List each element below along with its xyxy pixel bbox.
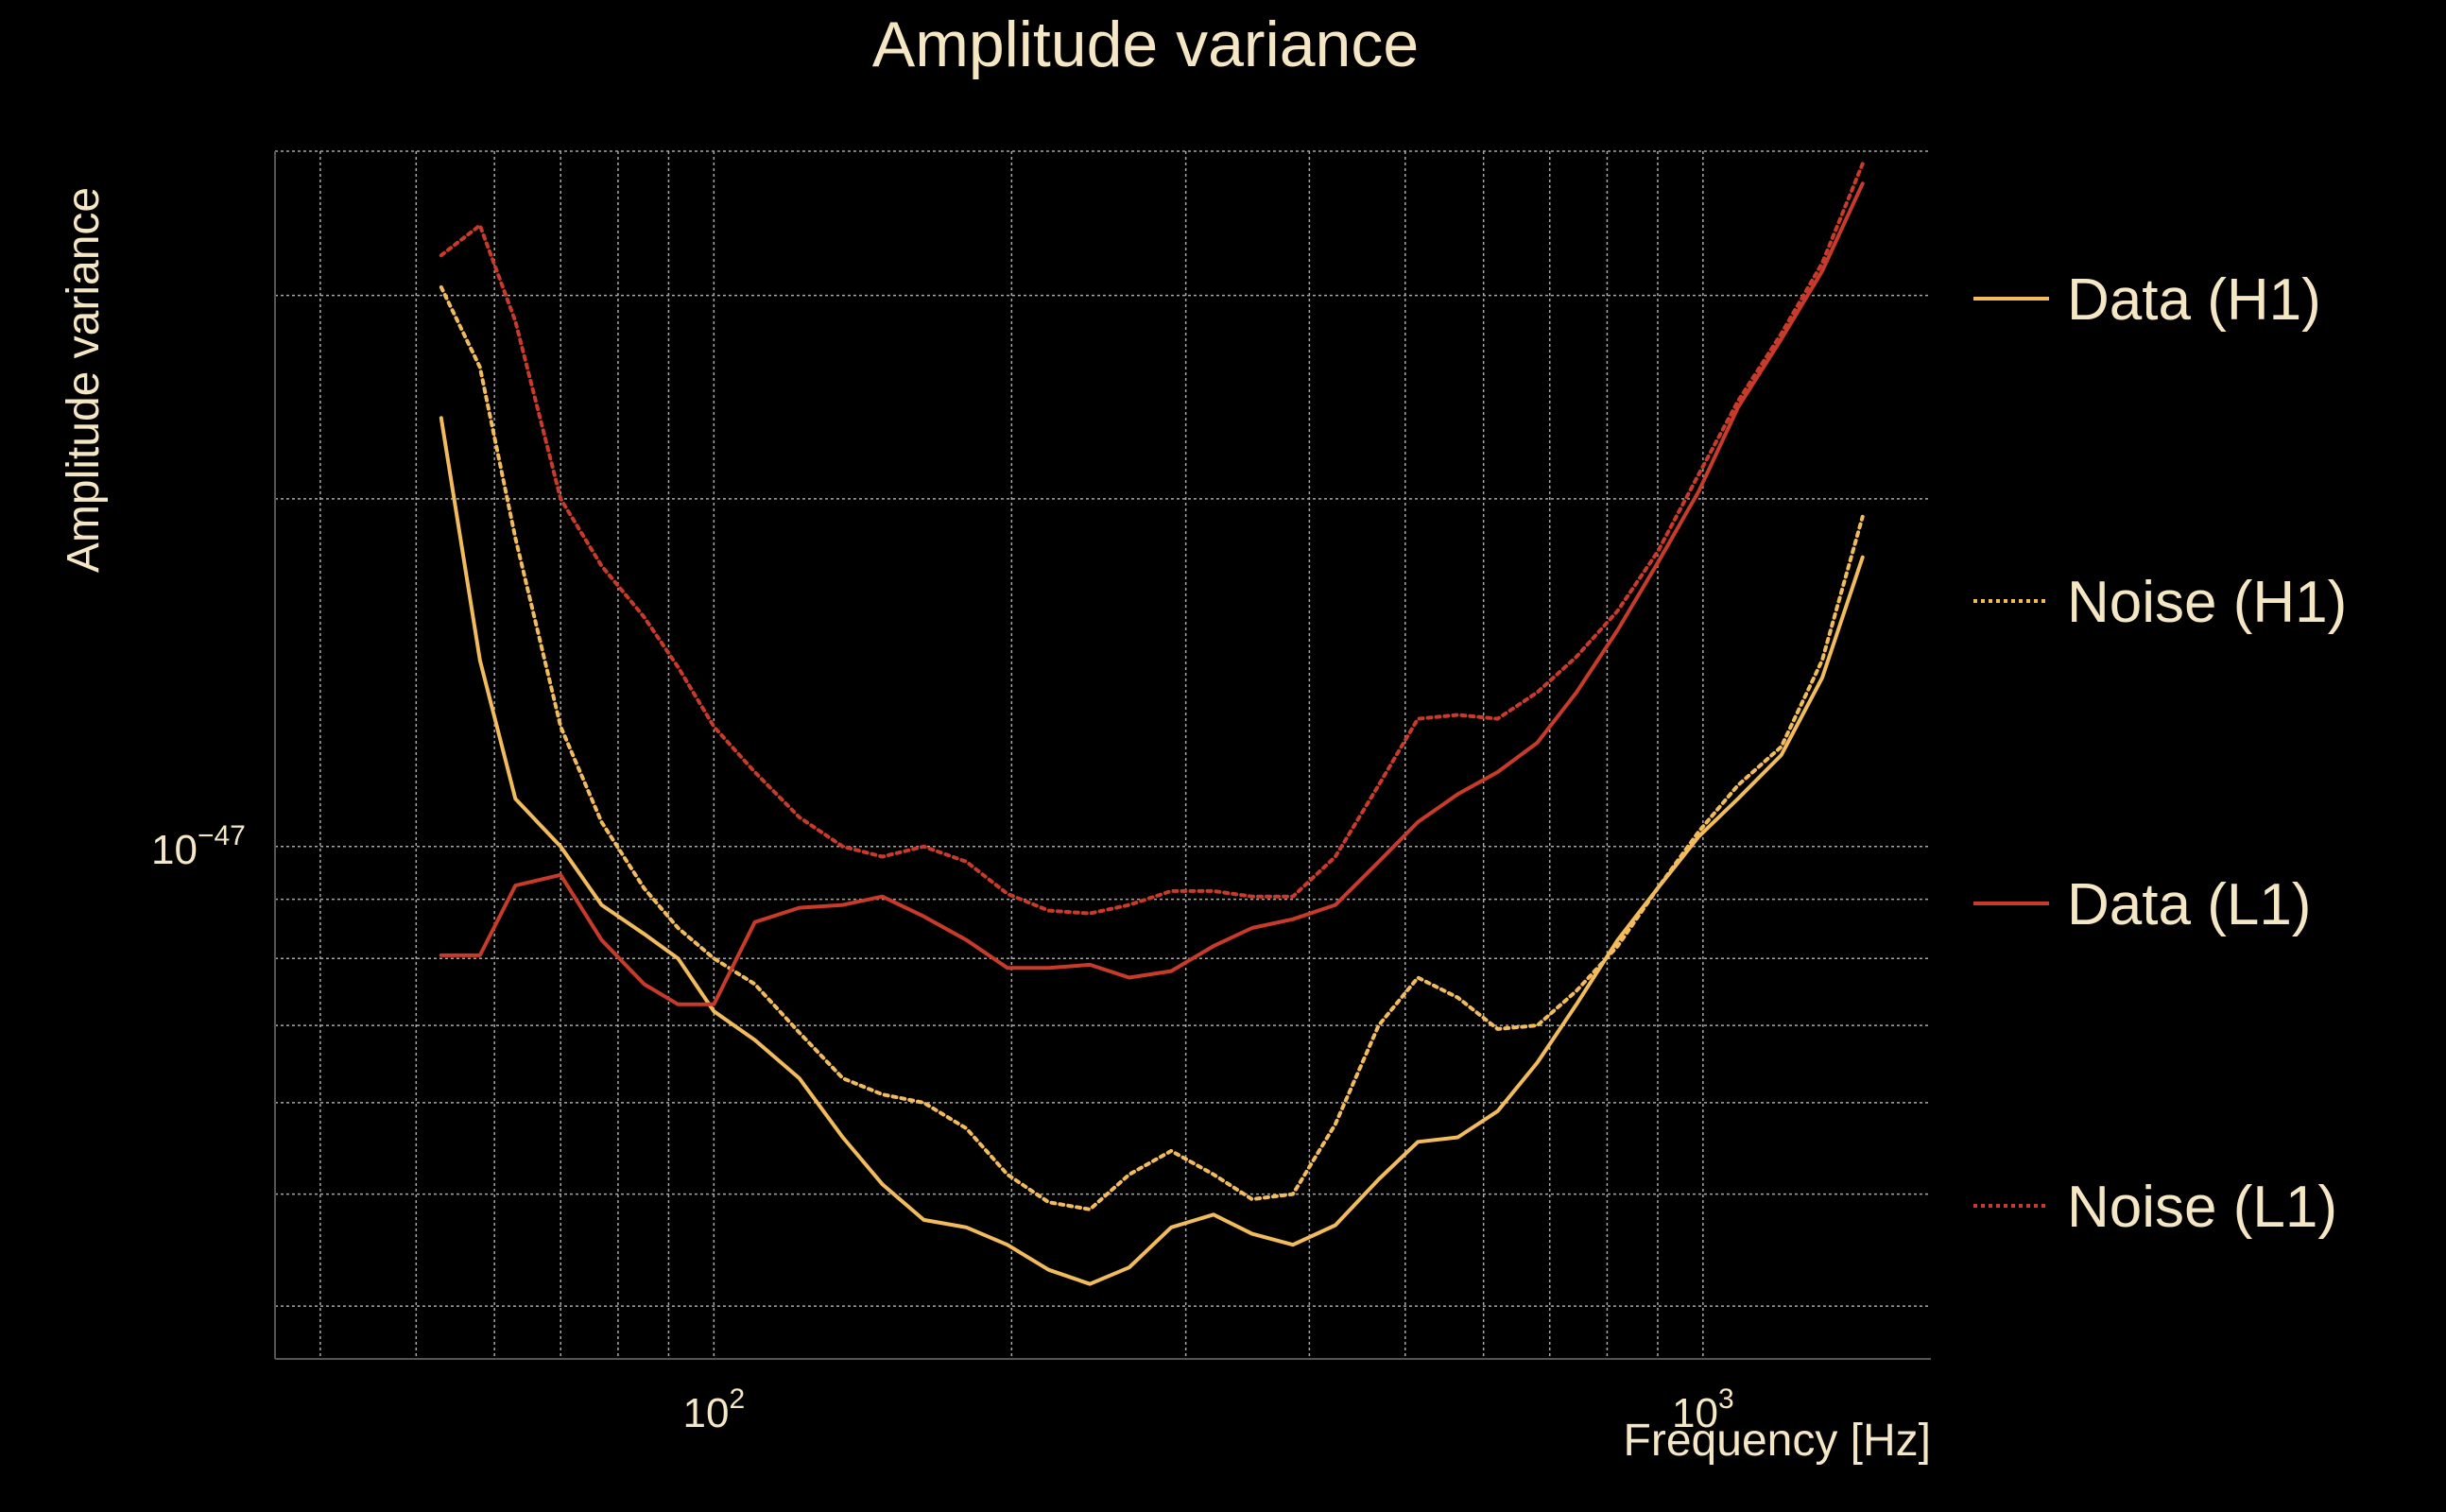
series-line-noise-h1 <box>439 284 1865 1211</box>
legend-label-data-l1: Data (L1) <box>2067 872 2311 937</box>
legend-label-noise-l1: Noise (L1) <box>2067 1175 2337 1240</box>
grid <box>275 150 1931 1359</box>
series <box>439 162 1865 1286</box>
series-line-data-l1 <box>439 181 1865 1006</box>
tick-labels: 102 103 10−47 <box>151 820 1734 1436</box>
y-axis-label: Amplitude variance <box>59 187 109 573</box>
chart-title: Amplitude variance <box>872 9 1419 80</box>
legend-item-noise-h1: Noise (H1) <box>1973 570 2347 635</box>
x-tick-label: 102 <box>683 1383 746 1436</box>
series-line-data-h1 <box>439 416 1865 1286</box>
series-line-noise-l1 <box>439 162 1865 916</box>
legend-item-data-h1: Data (H1) <box>1973 267 2321 333</box>
legend-item-data-l1: Data (L1) <box>1973 872 2311 937</box>
legend: Data (H1) Noise (H1) Data (L1) Noise (L1… <box>1973 267 2347 1240</box>
y-tick-label: 10−47 <box>151 820 246 873</box>
legend-label-noise-h1: Noise (H1) <box>2067 570 2347 635</box>
x-tick-label: 103 <box>1672 1383 1734 1436</box>
legend-item-noise-l1: Noise (L1) <box>1973 1175 2337 1240</box>
x-axis-label: Frequency [Hz] <box>1624 1416 1931 1466</box>
legend-label-data-h1: Data (H1) <box>2067 267 2321 333</box>
